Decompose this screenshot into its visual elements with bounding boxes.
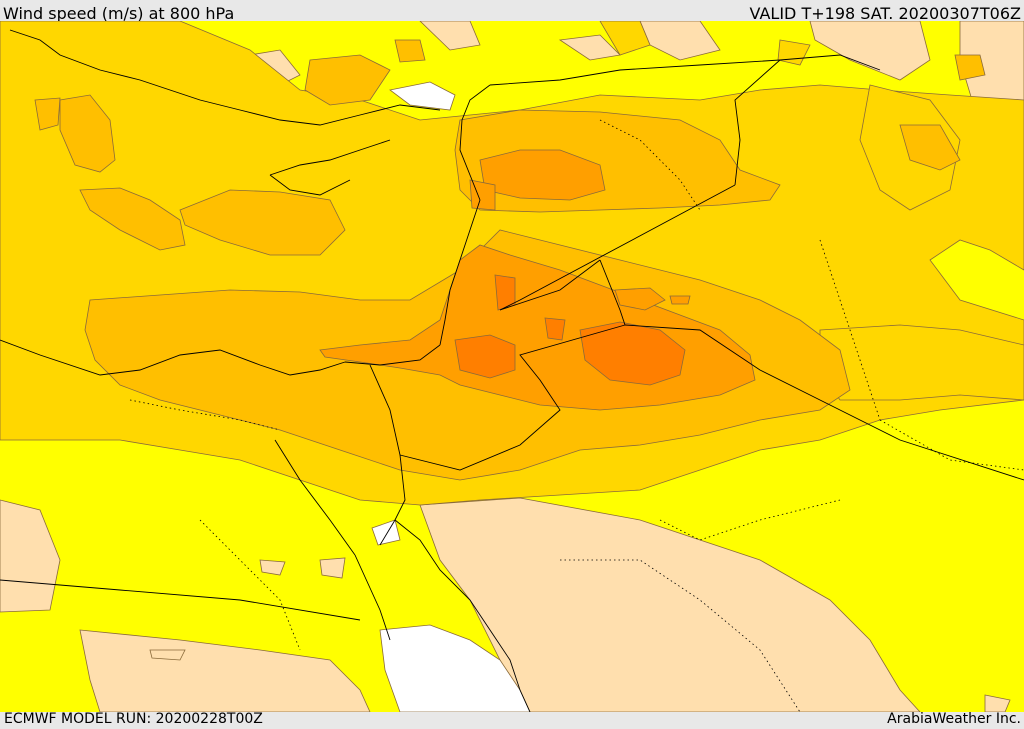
map-title: Wind speed (m/s) at 800 hPa	[3, 4, 235, 23]
map-canvas	[0, 21, 1024, 712]
borders-coastlines	[0, 29, 1024, 712]
wind-speed-map	[0, 21, 1024, 712]
credit: ArabiaWeather Inc.	[887, 711, 1021, 727]
model-run: ECMWF MODEL RUN: 20200228T00Z	[4, 711, 263, 727]
internal-boundaries	[129, 119, 1024, 712]
very-strong-wind-areas	[454, 274, 686, 386]
valid-time: VALID T+198 SAT. 20200307T06Z	[749, 4, 1021, 23]
